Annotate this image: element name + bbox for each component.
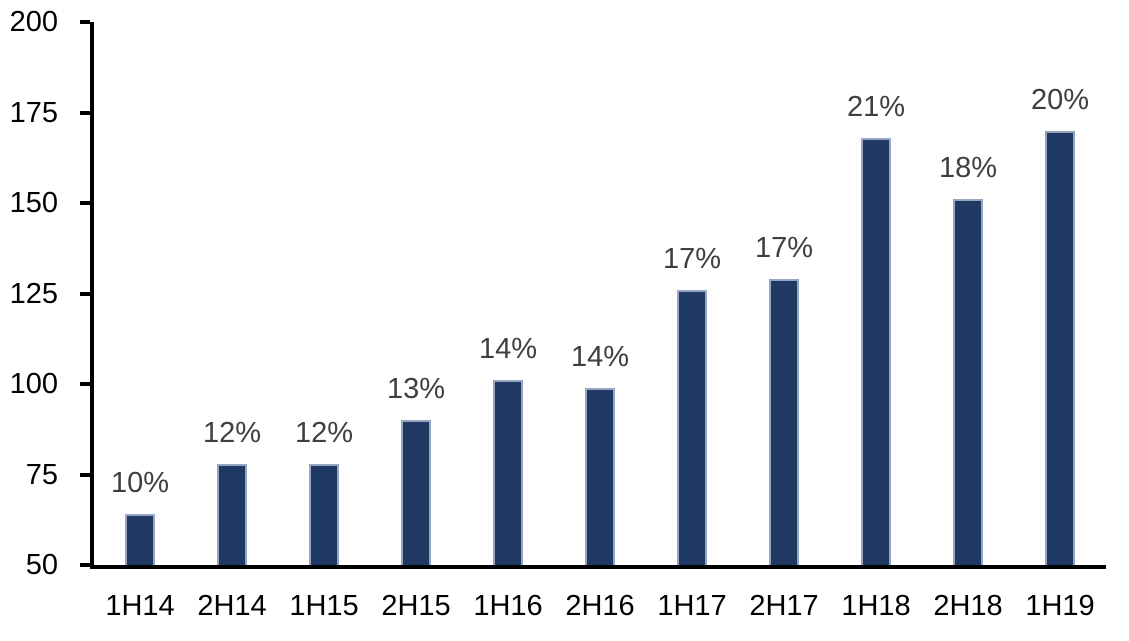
bar-value-label: 12% (202, 416, 262, 449)
y-tick-label: 50 (25, 549, 58, 581)
bar-value-label: 20% (1030, 83, 1090, 116)
y-tick-label: 150 (9, 187, 58, 219)
y-axis-tick (80, 20, 90, 24)
bar-value-label: 17% (662, 242, 722, 275)
bar-2h17 (769, 279, 799, 565)
bar-value-label: 10% (110, 467, 170, 500)
x-tick-label: 2H18 (933, 590, 1003, 622)
x-tick-label: 2H15 (381, 590, 451, 622)
y-axis-line (90, 22, 94, 569)
bar-slot: 13% (370, 22, 462, 565)
bar-1h17 (677, 289, 707, 565)
y-tick-label: 175 (9, 96, 58, 129)
bar-slot: 12% (186, 22, 278, 565)
bar-1h19 (1045, 130, 1075, 565)
x-tick-label: 2H17 (749, 590, 819, 622)
x-tick-label: 2H16 (565, 590, 635, 622)
x-tick-label: 1H15 (289, 590, 359, 622)
x-tick-label: 2H14 (197, 590, 267, 622)
x-tick-label: 1H18 (841, 590, 911, 622)
y-axis-tick (80, 110, 90, 115)
y-tick-label: 200 (9, 6, 58, 38)
bar-slot: 12% (278, 22, 370, 565)
bar-slot: 18% (922, 22, 1014, 565)
x-tick-label: 1H19 (1025, 590, 1095, 622)
bar-1h18 (861, 137, 891, 565)
bar-2h16 (585, 387, 615, 565)
bar-value-label: 21% (846, 90, 906, 123)
y-axis-tick (80, 382, 90, 386)
plot-area: 10% 12% 12% 13% 14% 14% 17% 17% 21% 18% 20% (80, 20, 1106, 569)
x-axis-line (90, 565, 1106, 569)
bar-value-label: 14% (478, 333, 538, 366)
bar-2h18 (953, 199, 983, 565)
bar-value-label: 17% (754, 232, 814, 265)
bar-slot: 17% (646, 22, 738, 565)
y-tick-label: 125 (9, 277, 58, 310)
bar-value-label: 12% (294, 416, 354, 449)
y-tick-label: 100 (9, 368, 58, 400)
bar-value-label: 13% (386, 373, 446, 406)
bar-2h15 (401, 420, 431, 565)
bar-1h15 (309, 463, 339, 565)
x-tick-label: 1H14 (105, 590, 175, 622)
bar-slot: 14% (554, 22, 646, 565)
bar-slot: 21% (830, 22, 922, 565)
y-axis-tick (80, 291, 90, 296)
y-axis-tick (80, 201, 90, 205)
bar-value-label: 18% (938, 152, 998, 185)
bar-slot: 17% (738, 22, 830, 565)
x-tick-label: 1H17 (657, 590, 727, 622)
bar-2h14 (217, 463, 247, 565)
bar-slot: 10% (94, 22, 186, 565)
y-axis-tick (80, 472, 90, 477)
y-tick-label: 75 (25, 458, 58, 491)
bar-1h16 (493, 380, 523, 565)
bar-1h14 (125, 514, 155, 565)
bar-slot: 14% (462, 22, 554, 565)
x-tick-label: 1H16 (473, 590, 543, 622)
y-axis-tick (80, 563, 90, 567)
bar-slot: 20% (1014, 22, 1106, 565)
bar-value-label: 14% (570, 340, 630, 373)
